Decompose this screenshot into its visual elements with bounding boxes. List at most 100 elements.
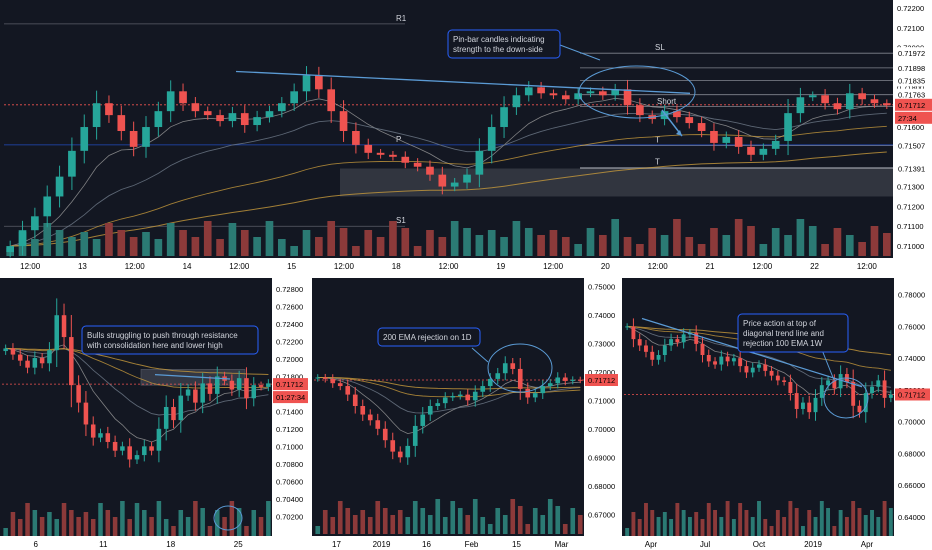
level-tag: 0.71835 — [898, 76, 925, 85]
candle — [142, 446, 147, 456]
candle — [532, 393, 538, 398]
weekly-chart-panel[interactable]: Price action at top of diagonal trend lin… — [622, 278, 932, 550]
volume-bar — [719, 517, 724, 536]
volume-bar — [360, 510, 366, 534]
weekly-callout: Price action at top of — [743, 319, 817, 328]
main-price-axis[interactable] — [893, 0, 932, 258]
main-chart-panel[interactable]: R1 SL T T S1 P Pin-bar candles indicating stren… — [0, 0, 932, 272]
hourly-chart[interactable]: Bulls struggling to push through resista… — [0, 278, 308, 550]
main-x-tick: 12:00 — [752, 262, 773, 271]
hourly-price-axis[interactable] — [272, 278, 308, 536]
lower-high-line[interactable] — [154, 374, 231, 380]
volume-bar — [55, 230, 64, 256]
volume-bar — [725, 501, 730, 536]
daily-chart[interactable]: 200 EMA rejection on 1D 0.75000 0.74000 0.7… — [312, 278, 618, 550]
daily-price-axis[interactable] — [584, 278, 618, 536]
volume-bar — [253, 237, 261, 256]
ema-line-8 — [317, 377, 581, 435]
volume-bar — [163, 519, 169, 536]
candle — [360, 406, 366, 415]
volume-bar — [364, 230, 373, 256]
volume-bar — [833, 228, 842, 256]
volume-bar — [61, 503, 67, 536]
candle — [450, 182, 459, 187]
current-price-tag-bg — [273, 378, 308, 391]
hourly-callout: Bulls struggling to push through resista… — [87, 331, 238, 340]
candle — [31, 216, 39, 231]
volume-bar — [722, 235, 731, 256]
candle — [397, 451, 403, 458]
volume-bar — [32, 510, 38, 536]
candle — [302, 75, 311, 92]
volume-bar — [203, 221, 212, 256]
main-x-tick: 22 — [810, 262, 819, 271]
volume-bar — [450, 221, 459, 256]
volume-bar — [327, 221, 336, 256]
hourly-chart-panel[interactable]: Bulls struggling to push through resista… — [0, 278, 308, 550]
volume-bar — [574, 244, 582, 256]
candle — [6, 246, 15, 253]
candle — [561, 95, 570, 100]
trend-line[interactable] — [235, 70, 691, 94]
hourly-time-axis[interactable] — [0, 536, 308, 550]
highlight-ellipse — [487, 343, 553, 393]
weekly-time-axis[interactable] — [622, 536, 932, 550]
daily-x-tick: Feb — [465, 540, 479, 549]
candle — [747, 146, 755, 155]
volume-bar — [69, 510, 74, 536]
weekly-price-axis[interactable] — [894, 278, 932, 536]
candle — [61, 315, 67, 338]
main-callout-box — [447, 29, 561, 59]
candle — [142, 127, 150, 147]
daily-y-tick: 0.71000 — [588, 396, 615, 405]
volume-bar — [796, 219, 805, 256]
daily-time-axis[interactable] — [312, 536, 618, 550]
volume-bar — [337, 501, 343, 534]
candle — [191, 103, 200, 112]
candle — [10, 348, 16, 355]
hourly-y-tick: 0.71400 — [276, 407, 303, 416]
volume-bar — [570, 508, 576, 534]
volume-bar — [193, 501, 198, 536]
volume-bar — [412, 501, 418, 534]
volume-bar — [413, 246, 422, 256]
main-x-tick: 12:00 — [125, 262, 146, 271]
candle — [178, 395, 184, 421]
candle — [794, 393, 799, 409]
volume-bar — [549, 230, 558, 256]
daily-chart-panel[interactable]: 200 EMA rejection on 1D 0.75000 0.74000 0.7… — [312, 278, 618, 550]
ema-line-100 — [10, 151, 887, 247]
candle — [826, 380, 831, 386]
candle — [517, 368, 523, 389]
candle — [203, 111, 212, 116]
candle — [706, 355, 711, 362]
volume-bar — [870, 226, 879, 256]
volume-bar — [734, 219, 743, 256]
candle — [574, 93, 582, 100]
candle — [870, 99, 879, 104]
level-tag-bg — [895, 162, 932, 175]
volume-bar — [265, 221, 274, 256]
volume-bar — [555, 506, 561, 534]
candle — [838, 374, 843, 389]
main-y-tick: 0.72100 — [897, 24, 924, 33]
level-tag: 0.71391 — [898, 164, 925, 173]
diagonal-trend-line[interactable] — [641, 317, 863, 388]
hourly-y-tick: 0.70600 — [276, 477, 303, 486]
main-time-axis[interactable] — [0, 258, 932, 272]
candle — [759, 148, 768, 155]
candle — [888, 394, 893, 398]
candle — [405, 445, 411, 458]
candle — [375, 420, 381, 429]
volume-bar — [179, 230, 187, 256]
current-price-tag-bg — [585, 374, 618, 387]
volume-bar — [532, 508, 538, 534]
volume-bar — [315, 237, 323, 256]
hourly-y-tick: 0.71000 — [276, 442, 303, 451]
weekly-y-tick: 0.66000 — [898, 481, 925, 490]
volume-bar — [650, 510, 655, 536]
candle — [722, 136, 731, 143]
level-tag: 0.71972 — [898, 49, 925, 58]
